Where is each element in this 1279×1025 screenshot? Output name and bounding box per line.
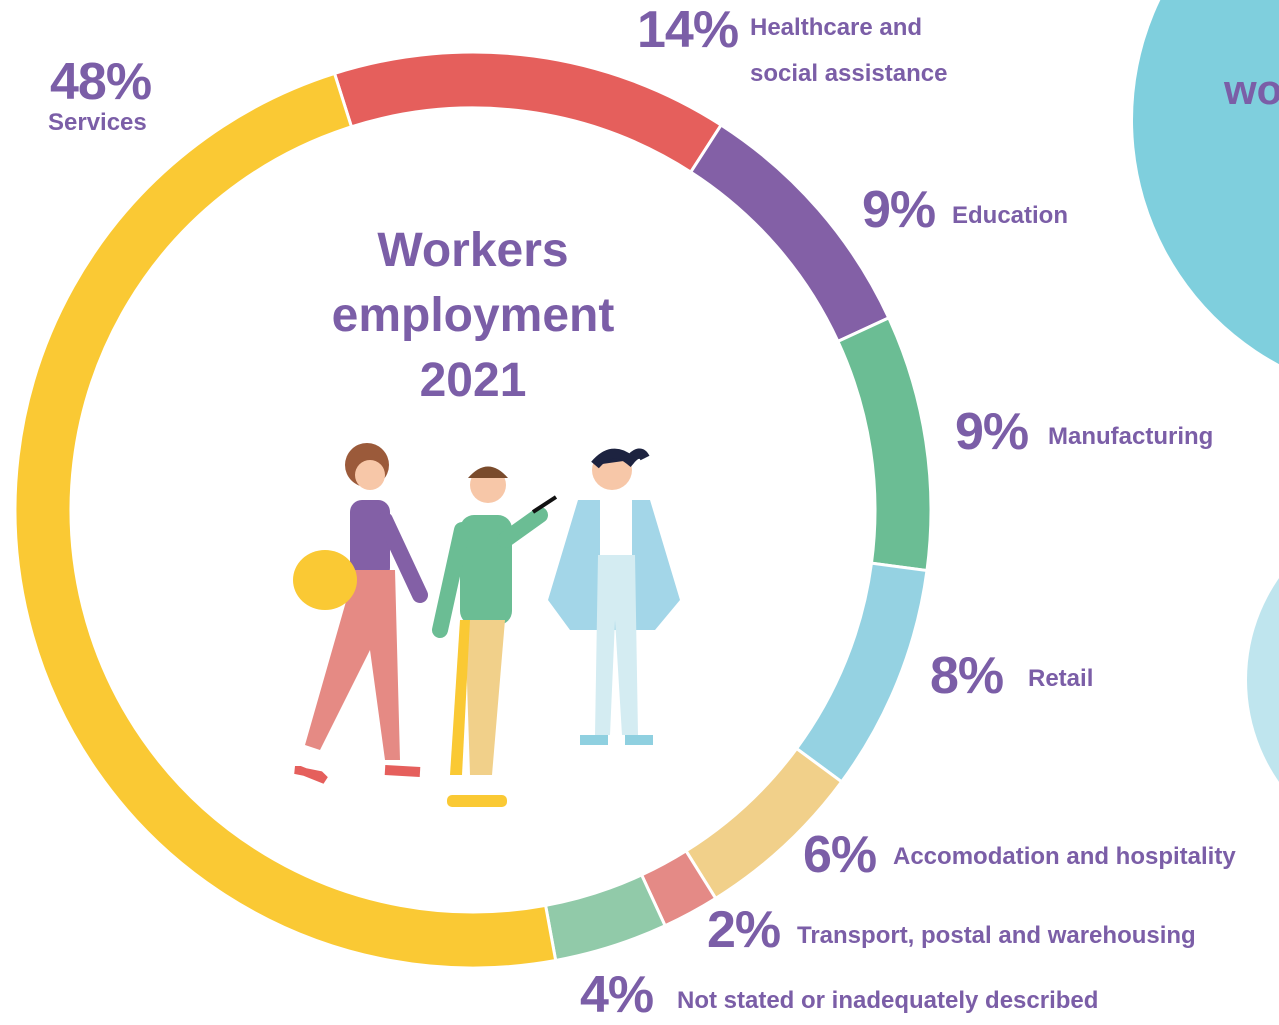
value-label: 2% [707,901,781,959]
value-label: 6% [803,826,877,884]
value-label: 9% [955,403,1029,461]
donut-segment [543,872,668,963]
donut-segment [835,315,933,573]
donut-segment [13,71,558,970]
decor-circle [1247,578,1279,782]
decor-circle [1133,0,1279,364]
value-label: 48% [50,53,152,111]
category-label: Transport, postal and warehousing [797,922,1196,949]
donut-segment [332,50,724,175]
chart-title: Workers employment 2021 [331,224,615,407]
donut-segment [688,122,891,344]
annotation: wo [1224,66,1279,113]
category-label: Healthcare and social assistance [750,14,948,87]
illustration [293,443,680,807]
category-label: Not stated or inadequately described [677,987,1099,1014]
donut [13,50,933,970]
value-label: 14% [637,1,739,59]
value-label: 9% [862,181,936,239]
category-label: Services [48,109,147,136]
category-label: Retail [1028,665,1094,692]
category-label: Education [952,202,1069,229]
category-label: Accomodation and hospitality [893,843,1236,870]
donut-segment [794,561,929,784]
value-label: 4% [580,966,654,1024]
category-label: Manufacturing [1048,423,1214,450]
value-label: 8% [930,647,1004,705]
